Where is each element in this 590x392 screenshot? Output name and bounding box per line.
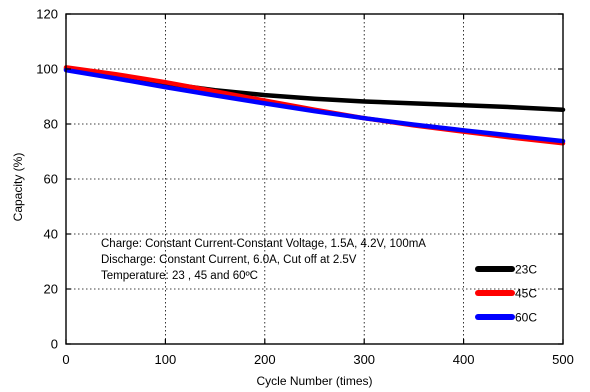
legend-label-23c: 23C — [515, 263, 537, 277]
y-tick-label: 100 — [36, 62, 58, 77]
y-axis-label: Capacity (%) — [11, 153, 25, 222]
legend-label-60c: 60C — [515, 311, 537, 325]
grid-lines — [66, 14, 563, 344]
y-tick-labels: 0 20 40 60 80 100 120 — [36, 7, 58, 352]
y-tick-label: 0 — [51, 337, 58, 352]
discharge-condition-text: Discharge: Constant Current, 6.0A, Cut o… — [101, 254, 357, 266]
legend: 23C 45C 60C — [475, 263, 537, 325]
series-line-60c — [63, 67, 566, 144]
y-tick-label: 120 — [36, 7, 58, 22]
x-tick-label: 200 — [254, 352, 276, 367]
x-tick-label: 400 — [453, 352, 475, 367]
axis-ticks — [65, 13, 564, 345]
y-tick-label: 60 — [44, 172, 58, 187]
x-axis-label: Cycle Number (times) — [256, 374, 372, 388]
x-tick-label: 100 — [155, 352, 177, 367]
x-tick-labels: 0 100 200 300 400 500 — [62, 352, 573, 367]
y-tick-label: 40 — [44, 227, 58, 242]
x-tick-label: 300 — [353, 352, 375, 367]
x-tick-label: 0 — [62, 352, 69, 367]
charge-condition-text: Charge: Constant Current-Constant Voltag… — [101, 238, 426, 250]
y-tick-label: 80 — [44, 117, 58, 132]
series-line-23c — [63, 66, 566, 112]
y-tick-label: 20 — [44, 282, 58, 297]
legend-label-45c: 45C — [515, 287, 537, 301]
test-conditions-note: Charge: Constant Current-Constant Voltag… — [101, 238, 426, 282]
x-tick-label: 500 — [552, 352, 574, 367]
temperature-condition-text: Temperature: 23 , 45 and 60ºC — [101, 270, 258, 282]
series-lines — [63, 65, 566, 146]
